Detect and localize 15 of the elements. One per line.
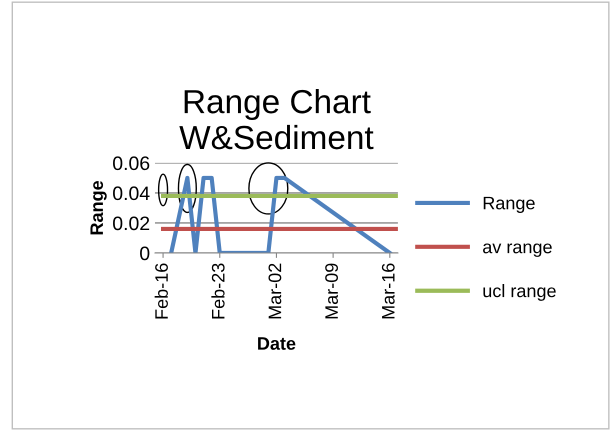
legend-label: ucl range <box>483 284 556 301</box>
x-tick-label: Mar-02 <box>268 264 282 318</box>
y-tick-label: 0.06 <box>113 156 150 170</box>
legend-label: Range <box>484 196 535 213</box>
x-tick-label: Mar-16 <box>382 264 395 318</box>
x-tick-label: Feb-23 <box>211 264 225 318</box>
chart-title: Range Chart W&Sediment <box>179 88 374 150</box>
x-tick-label: Mar-09 <box>325 264 338 318</box>
y-tick-label: 0.04 <box>113 186 150 200</box>
y-tick-label: 0.02 <box>113 216 150 230</box>
x-axis-title: Date <box>258 337 296 350</box>
y-axis-title: Range <box>90 180 107 234</box>
x-tick-label: Feb-16 <box>154 264 168 318</box>
y-tick-label: 0 <box>140 246 150 260</box>
legend-label: av range <box>483 243 552 257</box>
